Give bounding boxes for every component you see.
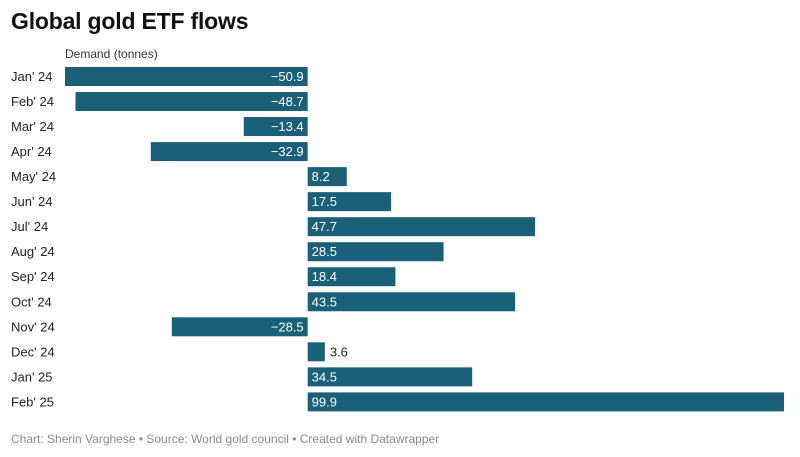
bar bbox=[307, 242, 444, 262]
category-label: Jan' 24 bbox=[11, 69, 53, 84]
category-label: Feb' 24 bbox=[11, 94, 54, 109]
value-label: 28.5 bbox=[312, 244, 337, 259]
value-label: 99.9 bbox=[312, 394, 337, 409]
chart-title: Global gold ETF flows bbox=[11, 8, 249, 34]
category-label: Jan' 25 bbox=[11, 369, 53, 384]
bar bbox=[307, 292, 516, 312]
bar bbox=[150, 142, 308, 162]
value-label: 3.6 bbox=[330, 344, 348, 359]
category-label: Oct' 24 bbox=[11, 294, 52, 309]
bar bbox=[307, 217, 536, 237]
bar bbox=[75, 92, 308, 112]
axis-label: Demand (tonnes) bbox=[65, 47, 158, 61]
value-label: 17.5 bbox=[312, 194, 337, 209]
value-label: 43.5 bbox=[312, 294, 337, 309]
value-label: −13.4 bbox=[271, 119, 304, 134]
bar bbox=[307, 167, 347, 187]
value-label: −48.7 bbox=[271, 94, 304, 109]
value-label: 47.7 bbox=[312, 219, 337, 234]
chart-footer: Chart: Sherin Varghese • Source: World g… bbox=[11, 432, 440, 446]
bar bbox=[307, 267, 396, 287]
bar bbox=[307, 192, 392, 212]
value-label: −28.5 bbox=[271, 319, 304, 334]
bar bbox=[243, 117, 308, 137]
bar bbox=[307, 367, 473, 387]
category-label: Dec' 24 bbox=[11, 344, 55, 359]
value-label: −50.9 bbox=[271, 69, 304, 84]
value-label: 34.5 bbox=[312, 369, 337, 384]
value-label: 18.4 bbox=[312, 269, 337, 284]
bar bbox=[307, 392, 784, 412]
bar bbox=[65, 67, 308, 86]
bars-group: Jan' 24 −50.9 Feb' 24 −48.7 Mar' 24 −13.4 Apr'… bbox=[11, 67, 784, 412]
category-label: May' 24 bbox=[11, 169, 56, 184]
value-label: 8.2 bbox=[312, 169, 330, 184]
category-label: Aug' 24 bbox=[11, 244, 55, 259]
category-label: Nov' 24 bbox=[11, 319, 55, 334]
category-label: Jul' 24 bbox=[11, 219, 48, 234]
value-label: −32.9 bbox=[271, 144, 304, 159]
category-label: Mar' 24 bbox=[11, 119, 54, 134]
bar-chart: Demand (tonnes) Jan' 24 −50.9 Feb' 24 −48.7… bbox=[11, 47, 784, 412]
bar bbox=[171, 317, 308, 337]
category-label: Apr' 24 bbox=[11, 144, 52, 159]
category-label: Sep' 24 bbox=[11, 269, 55, 284]
category-label: Jun' 24 bbox=[11, 194, 53, 209]
bar bbox=[307, 342, 325, 362]
category-label: Feb' 25 bbox=[11, 394, 54, 409]
